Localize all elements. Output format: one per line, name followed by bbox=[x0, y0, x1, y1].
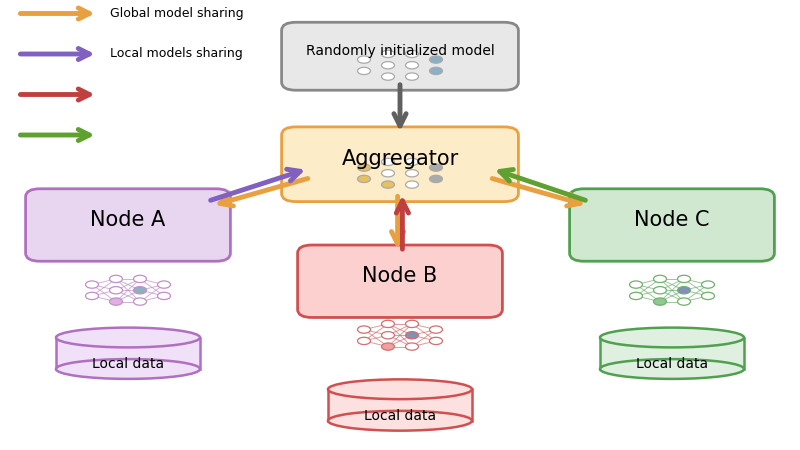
Circle shape bbox=[382, 73, 394, 80]
FancyBboxPatch shape bbox=[570, 189, 774, 261]
Circle shape bbox=[110, 298, 122, 305]
Circle shape bbox=[382, 320, 394, 328]
Ellipse shape bbox=[328, 379, 472, 399]
Circle shape bbox=[654, 298, 666, 305]
Circle shape bbox=[358, 175, 370, 183]
Circle shape bbox=[406, 158, 418, 166]
Circle shape bbox=[110, 287, 122, 294]
Circle shape bbox=[430, 67, 442, 75]
Circle shape bbox=[382, 332, 394, 339]
Circle shape bbox=[358, 338, 370, 345]
Circle shape bbox=[406, 73, 418, 80]
Polygon shape bbox=[600, 338, 744, 369]
Circle shape bbox=[86, 281, 98, 288]
Polygon shape bbox=[328, 389, 472, 421]
Circle shape bbox=[702, 281, 714, 288]
Circle shape bbox=[358, 67, 370, 75]
Circle shape bbox=[430, 56, 442, 63]
Circle shape bbox=[358, 326, 370, 333]
Circle shape bbox=[382, 62, 394, 69]
Circle shape bbox=[382, 181, 394, 188]
Circle shape bbox=[134, 275, 146, 283]
Text: Local data: Local data bbox=[92, 357, 164, 371]
Text: Randomly initialized model: Randomly initialized model bbox=[306, 44, 494, 58]
Ellipse shape bbox=[600, 328, 744, 347]
Ellipse shape bbox=[328, 411, 472, 431]
Text: Global model sharing: Global model sharing bbox=[110, 7, 243, 20]
Circle shape bbox=[406, 50, 418, 58]
Circle shape bbox=[382, 158, 394, 166]
FancyBboxPatch shape bbox=[282, 127, 518, 202]
Circle shape bbox=[406, 320, 418, 328]
Circle shape bbox=[678, 287, 690, 294]
Circle shape bbox=[430, 164, 442, 171]
Ellipse shape bbox=[56, 328, 200, 347]
Circle shape bbox=[158, 281, 170, 288]
FancyBboxPatch shape bbox=[298, 245, 502, 318]
Circle shape bbox=[110, 275, 122, 283]
Circle shape bbox=[630, 281, 642, 288]
Text: Aggregator: Aggregator bbox=[342, 149, 458, 169]
FancyBboxPatch shape bbox=[282, 22, 518, 90]
Text: Node A: Node A bbox=[90, 210, 166, 230]
Circle shape bbox=[158, 292, 170, 300]
Circle shape bbox=[86, 292, 98, 300]
Circle shape bbox=[382, 170, 394, 177]
Text: Local data: Local data bbox=[636, 357, 708, 371]
Circle shape bbox=[406, 181, 418, 188]
Text: Local data: Local data bbox=[364, 409, 436, 423]
Circle shape bbox=[358, 56, 370, 63]
Circle shape bbox=[430, 175, 442, 183]
Circle shape bbox=[406, 343, 418, 350]
FancyBboxPatch shape bbox=[26, 189, 230, 261]
Polygon shape bbox=[56, 338, 200, 369]
Circle shape bbox=[358, 164, 370, 171]
Text: Node C: Node C bbox=[634, 210, 710, 230]
Circle shape bbox=[654, 275, 666, 283]
Circle shape bbox=[654, 287, 666, 294]
Circle shape bbox=[430, 326, 442, 333]
Circle shape bbox=[430, 338, 442, 345]
Circle shape bbox=[702, 292, 714, 300]
Ellipse shape bbox=[600, 359, 744, 379]
Ellipse shape bbox=[56, 359, 200, 379]
Circle shape bbox=[630, 292, 642, 300]
Text: Node B: Node B bbox=[362, 266, 438, 286]
Circle shape bbox=[406, 332, 418, 339]
Circle shape bbox=[678, 275, 690, 283]
Circle shape bbox=[382, 343, 394, 350]
Circle shape bbox=[382, 50, 394, 58]
Circle shape bbox=[678, 298, 690, 305]
Circle shape bbox=[134, 287, 146, 294]
Text: Local models sharing: Local models sharing bbox=[110, 48, 242, 60]
Circle shape bbox=[134, 298, 146, 305]
Circle shape bbox=[406, 170, 418, 177]
Circle shape bbox=[406, 62, 418, 69]
